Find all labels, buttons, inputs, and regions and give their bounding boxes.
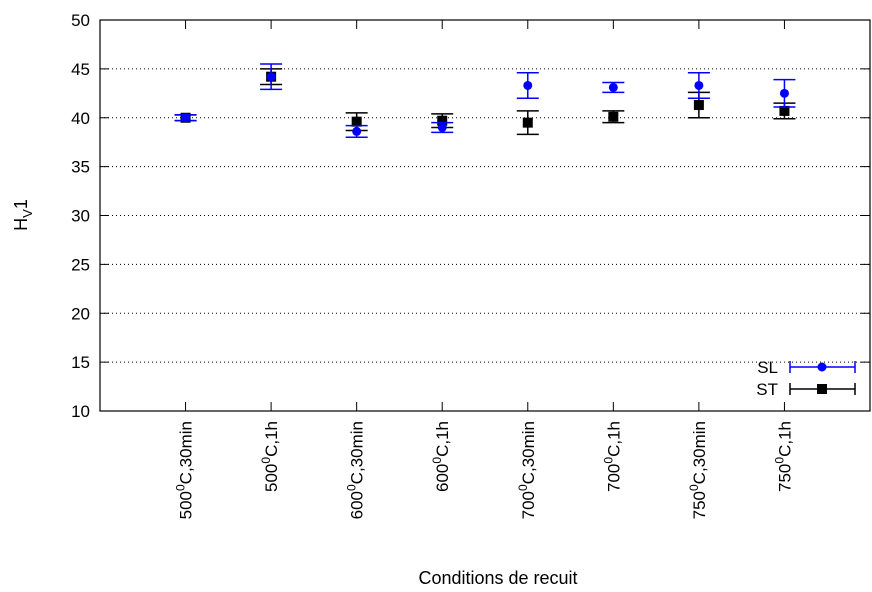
data-point [437, 123, 447, 133]
y-tick-label: 50 [71, 11, 90, 30]
y-axis-label-base: H [11, 218, 31, 231]
x-tick-label-part: C,1h [775, 421, 794, 457]
x-tick-label: 7000C,1h [601, 421, 623, 492]
legend-label: ST [756, 380, 778, 399]
x-tick-label-part: C,30min [348, 421, 367, 484]
legend-label: SL [757, 358, 778, 377]
x-tick-label: 5000C,1h [259, 421, 281, 492]
data-point [522, 117, 533, 128]
series-SL [174, 63, 796, 139]
y-tick-label: 40 [71, 109, 90, 128]
data-point [352, 126, 362, 136]
y-tick-label: 30 [71, 207, 90, 226]
x-tick-label-part: C,30min [690, 421, 709, 484]
y-axis-label-tail: 1 [11, 199, 31, 209]
y-tick-label: 15 [71, 353, 90, 372]
x-tick-label-sup: 0 [687, 484, 701, 491]
x-tick-label: 7500C,1h [772, 421, 794, 492]
x-tick-label-part: C,1h [604, 421, 623, 457]
y-axis-ticks: 10 15 20 25 30 35 40 45 50 [71, 11, 870, 421]
x-tick-label-part: C,1h [262, 421, 281, 457]
x-tick-label: 6000C,1h [430, 421, 452, 492]
data-point [694, 80, 704, 90]
legend-marker [817, 362, 827, 372]
y-tick-label: 10 [71, 402, 90, 421]
y-tick-label: 20 [71, 304, 90, 323]
x-tick-label-part: 600 [433, 464, 452, 492]
y-tick-label: 25 [71, 255, 90, 274]
data-point [181, 113, 191, 123]
x-tick-label-sup: 0 [345, 484, 359, 491]
x-tick-label-sup: 0 [516, 484, 530, 491]
x-tick-label-part: C,1h [433, 421, 452, 457]
x-tick-label-sup: 0 [174, 484, 188, 491]
data-point [779, 105, 790, 116]
x-tick-label-part: 750 [775, 464, 794, 492]
x-tick-label: 7000C,30min [516, 421, 538, 519]
x-tick-label-part: 500 [262, 464, 281, 492]
x-tick-label-part: 600 [348, 491, 367, 519]
legend-marker [817, 384, 827, 394]
x-tick-label-sup: 0 [430, 457, 444, 464]
x-tick-label: 6000C,30min [345, 421, 367, 519]
x-tick-label-part: 750 [690, 491, 709, 519]
data-point [437, 115, 448, 126]
y-tick-label: 35 [71, 158, 90, 177]
x-tick-label-part: C,30min [177, 421, 196, 484]
x-tick-label-sup: 0 [601, 457, 615, 464]
y-tick-label: 45 [71, 60, 90, 79]
y-axis-label: HV1 [11, 199, 35, 231]
data-point [608, 111, 619, 122]
data-point [608, 82, 618, 92]
data-point [523, 80, 533, 90]
y-axis-label-sub: V [20, 209, 35, 218]
x-tick-label-part: C,30min [519, 421, 538, 484]
data-point [693, 100, 704, 111]
data-point [351, 116, 362, 127]
x-tick-label: 5000C,30min [174, 421, 196, 519]
x-tick-label-part: 700 [519, 491, 538, 519]
grid-lines [100, 68, 870, 363]
x-tick-label-part: 500 [177, 491, 196, 519]
data-point [266, 72, 276, 82]
data-point [779, 88, 789, 98]
x-tick-label-part: 700 [604, 464, 623, 492]
data-series [174, 63, 796, 139]
x-axis-label: Conditions de recuit [418, 568, 577, 588]
x-tick-label-sup: 0 [772, 457, 786, 464]
x-tick-label-sup: 0 [259, 457, 273, 464]
legend: SL ST [756, 358, 856, 399]
x-tick-label: 7500C,30min [687, 421, 709, 519]
